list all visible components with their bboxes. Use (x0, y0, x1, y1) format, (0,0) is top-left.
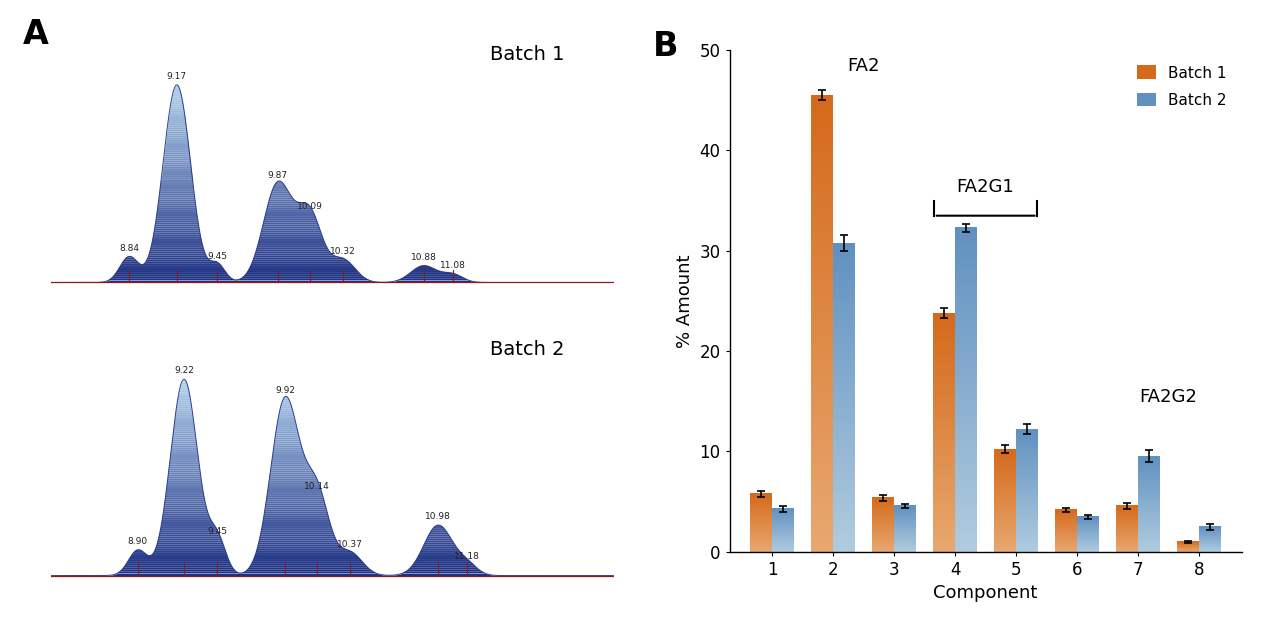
Text: Batch 1: Batch 1 (490, 45, 564, 64)
Text: FA2G2: FA2G2 (1139, 388, 1197, 406)
Text: 9.22: 9.22 (174, 366, 195, 375)
Text: 9.17: 9.17 (166, 71, 187, 81)
Text: FA2G1: FA2G1 (956, 177, 1015, 196)
Text: 10.88: 10.88 (411, 253, 436, 261)
Text: 9.92: 9.92 (275, 386, 296, 395)
Text: 10.98: 10.98 (425, 512, 451, 521)
Text: 11.18: 11.18 (454, 552, 480, 561)
Text: 10.37: 10.37 (337, 540, 364, 549)
Legend: Batch 1, Batch 2: Batch 1, Batch 2 (1130, 58, 1234, 115)
Text: FA2: FA2 (847, 57, 879, 75)
Text: Batch 2: Batch 2 (490, 340, 564, 359)
Text: 10.09: 10.09 (297, 202, 323, 211)
Text: 8.84: 8.84 (119, 244, 140, 253)
Text: 11.08: 11.08 (440, 261, 466, 270)
Text: B: B (653, 30, 678, 63)
Text: 9.45: 9.45 (207, 527, 228, 536)
Text: 9.45: 9.45 (207, 251, 228, 261)
Text: 9.87: 9.87 (268, 171, 288, 179)
Text: 10.14: 10.14 (305, 482, 330, 491)
X-axis label: Component: Component (933, 584, 1038, 603)
Text: 10.32: 10.32 (330, 246, 356, 256)
Text: 8.90: 8.90 (128, 537, 148, 546)
Text: A: A (23, 18, 49, 51)
Y-axis label: % Amount: % Amount (676, 254, 694, 348)
